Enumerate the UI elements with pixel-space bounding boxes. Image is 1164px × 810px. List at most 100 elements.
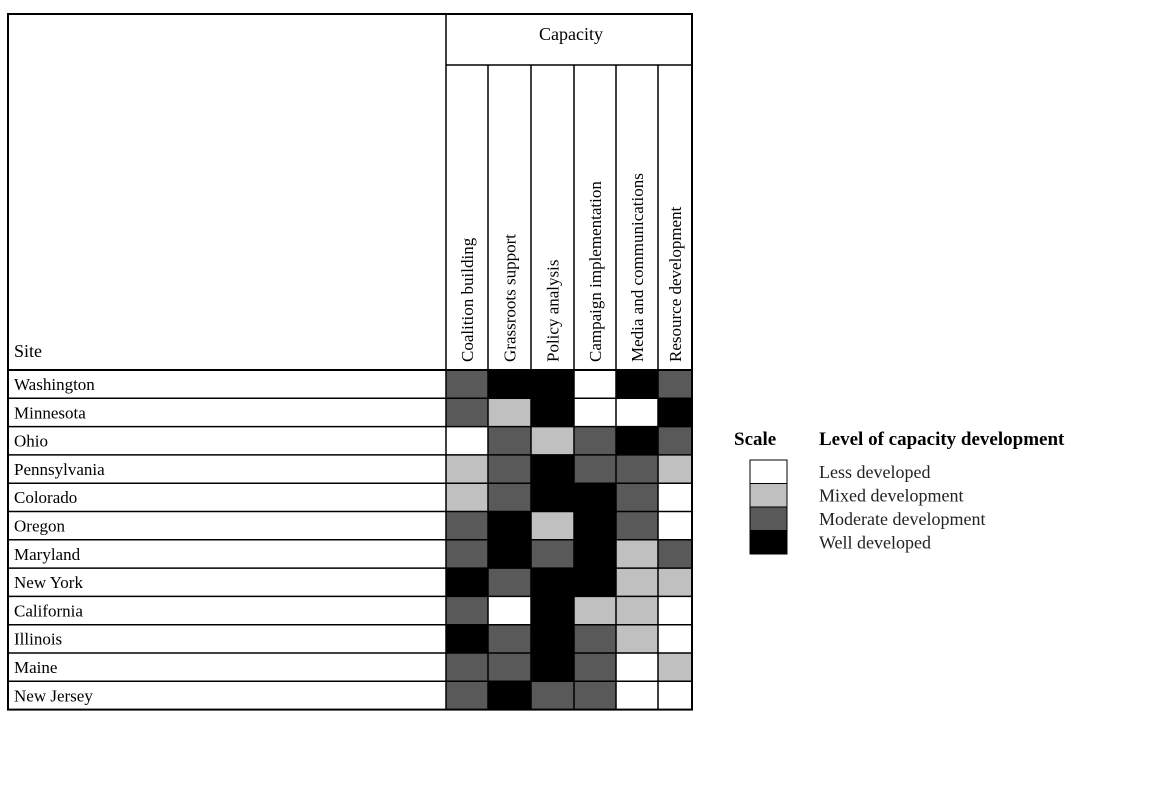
row-label: New York [14,573,83,592]
heatmap-cell [488,370,531,399]
heatmap-cell [574,681,616,710]
heatmap-cell [446,539,488,569]
heatmap-cell [616,398,658,427]
heatmap-cell [488,681,531,710]
column-label: Resource development [666,206,685,362]
row-label: Maine [14,658,57,677]
heatmap-cell [616,511,658,540]
heatmap-cell [658,653,692,682]
heatmap-cell [488,398,531,427]
heatmap-cell [488,483,531,512]
heatmap-cell [658,426,692,455]
heatmap-cell [531,539,574,569]
column-label: Campaign implementation [586,181,605,362]
heatmap-cell [616,624,658,653]
heatmap-cell [616,596,658,625]
row-label: Washington [14,375,95,394]
row-label: Ohio [14,432,48,451]
heatmap-cell [531,653,574,682]
heatmap-cell [446,398,488,427]
heatmap-cell [488,454,531,484]
column-label: Media and communications [628,173,647,362]
row-labels: Washington Minnesota Ohio Pennsylvania Color… [14,375,105,705]
heatmap-cell [446,483,488,512]
heatmap-cell [531,596,574,625]
heatmap-cell [446,624,488,653]
column-labels: Coalition building Grassroots support Poli… [458,173,685,362]
heatmap-cell [658,370,692,399]
heatmap-cell [616,568,658,597]
heatmap-cells [446,370,692,710]
heatmap-cell [658,398,692,427]
heatmap-cell [574,370,616,399]
heatmap-cell [616,426,658,455]
legend-label: Well developed [819,533,931,553]
heatmap-cell [488,539,531,569]
heatmap-cell [531,681,574,710]
heatmap-cell [658,483,692,512]
heatmap-cell [658,596,692,625]
row-label: Minnesota [14,403,86,422]
legend-swatch [749,506,788,531]
heatmap-cell [616,539,658,569]
column-label: Grassroots support [501,234,520,362]
heatmap-cell [446,511,488,540]
column-label: Policy analysis [544,260,563,362]
heatmap-cell [446,370,488,399]
group-header-capacity: Capacity [539,24,603,44]
heatmap-cell [488,426,531,455]
heatmap-cell [446,426,488,455]
heatmap-cell [488,596,531,625]
heatmap-cell [574,624,616,653]
heatmap-cell [488,624,531,653]
heatmap-cell [616,653,658,682]
heatmap-cell [616,370,658,399]
heatmap-cell [531,398,574,427]
heatmap-cell [616,454,658,484]
row-label: Maryland [14,545,81,564]
heatmap-cell [616,483,658,512]
row-label: Illinois [14,630,62,649]
legend-swatch [749,483,788,508]
heatmap-cell [531,511,574,540]
heatmap-cell [531,624,574,653]
column-label: Coalition building [458,237,477,362]
heatmap-cell [531,454,574,484]
heatmap-cell [574,653,616,682]
heatmap-cell [658,568,692,597]
legend-label: Less developed [819,462,930,482]
heatmap-cell [531,483,574,512]
heatmap-cell [531,370,574,399]
heatmap-cell [574,398,616,427]
table-grid-lines [7,13,693,711]
row-label: Pennsylvania [14,460,105,479]
heatmap-cell [658,681,692,710]
legend-swatch [749,530,788,555]
heatmap-cell [446,596,488,625]
heatmap-cell [488,653,531,682]
heatmap-cell [616,681,658,710]
heatmap-cell [574,454,616,484]
heatmap-cell [658,511,692,540]
heatmap-cell [574,483,616,512]
heatmap-cell [658,454,692,484]
scale-legend: Scale Level of capacity development Less… [734,429,1065,555]
heatmap-cell [531,426,574,455]
row-label: Colorado [14,488,77,507]
heatmap-cell [658,624,692,653]
heatmap-cell [574,426,616,455]
heatmap-cell [574,539,616,569]
legend-items: Less developed Mixed development Moderate … [749,459,985,555]
heatmap-cell [488,568,531,597]
heatmap-cell [531,568,574,597]
legend-title: Level of capacity development [819,429,1065,450]
legend-label: Mixed development [819,486,963,506]
row-header-site: Site [14,341,42,361]
heatmap-cell [658,539,692,569]
heatmap-cell [574,511,616,540]
heatmap-cell [446,681,488,710]
table-border [7,13,693,711]
row-label: Oregon [14,517,65,536]
heatmap-cell [488,511,531,540]
